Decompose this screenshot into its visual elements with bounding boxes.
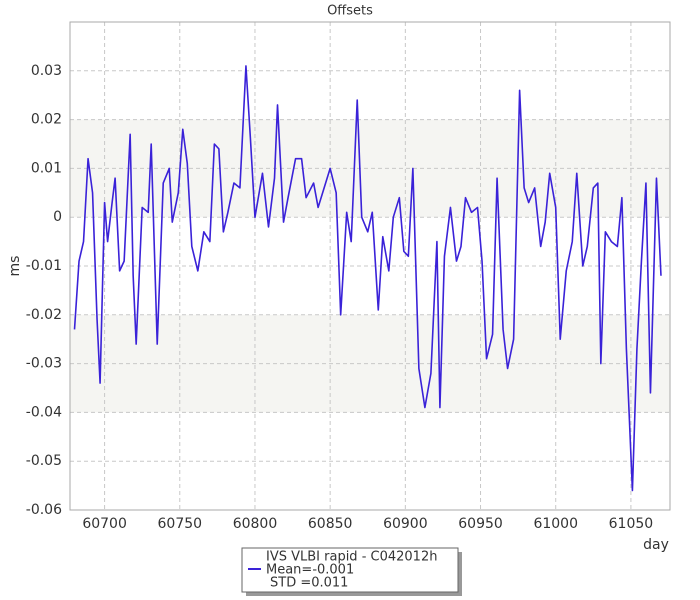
band (70, 119, 670, 218)
x-tick-label: 61050 (609, 516, 654, 532)
plot-frame (69, 21, 671, 511)
x-tick-label: 60850 (308, 516, 353, 532)
x-tick-label: 60900 (383, 516, 428, 532)
tick-labels: 0.03 0.02 0.01 0 -0.01 -0.02 -0.03 -0.04 -0.05 -0… (26, 63, 653, 532)
x-tick-label: 60750 (158, 516, 203, 532)
y-tick-label: 0.02 (31, 112, 62, 128)
y-tick-label: -0.02 (26, 307, 62, 323)
y-tick-label: 0.01 (31, 160, 62, 176)
x-tick-label: 60950 (458, 516, 503, 532)
y-tick-label: -0.06 (26, 502, 62, 518)
legend-stat: STD =0.011 (270, 576, 348, 591)
y-axis-label: ms (7, 256, 23, 277)
y-tick-label: -0.05 (26, 453, 62, 469)
marks (73, 65, 662, 492)
x-axis-label: day (643, 537, 669, 553)
legend-label: IVS VLBI rapid - C042012h (266, 550, 437, 565)
data-line (73, 65, 662, 492)
x-tick-label: 60800 (233, 516, 278, 532)
grid (70, 22, 670, 511)
y-tick-label: -0.03 (26, 356, 62, 372)
legend-stat: Mean=-0.001 (266, 563, 354, 578)
legend-box (241, 547, 459, 593)
y-tick-label: 0.03 (31, 63, 62, 79)
legend: IVS VLBI rapid - C042012hMean=-0.001STD … (241, 547, 462, 596)
band (70, 314, 670, 413)
y-tick-label: -0.01 (26, 258, 62, 274)
x-tick-label: 60700 (82, 516, 127, 532)
chart-title: Offsets (327, 4, 373, 19)
y-tick-label: -0.04 (26, 404, 62, 420)
x-tick-label: 61000 (533, 516, 578, 532)
y-tick-label: 0 (53, 209, 62, 225)
